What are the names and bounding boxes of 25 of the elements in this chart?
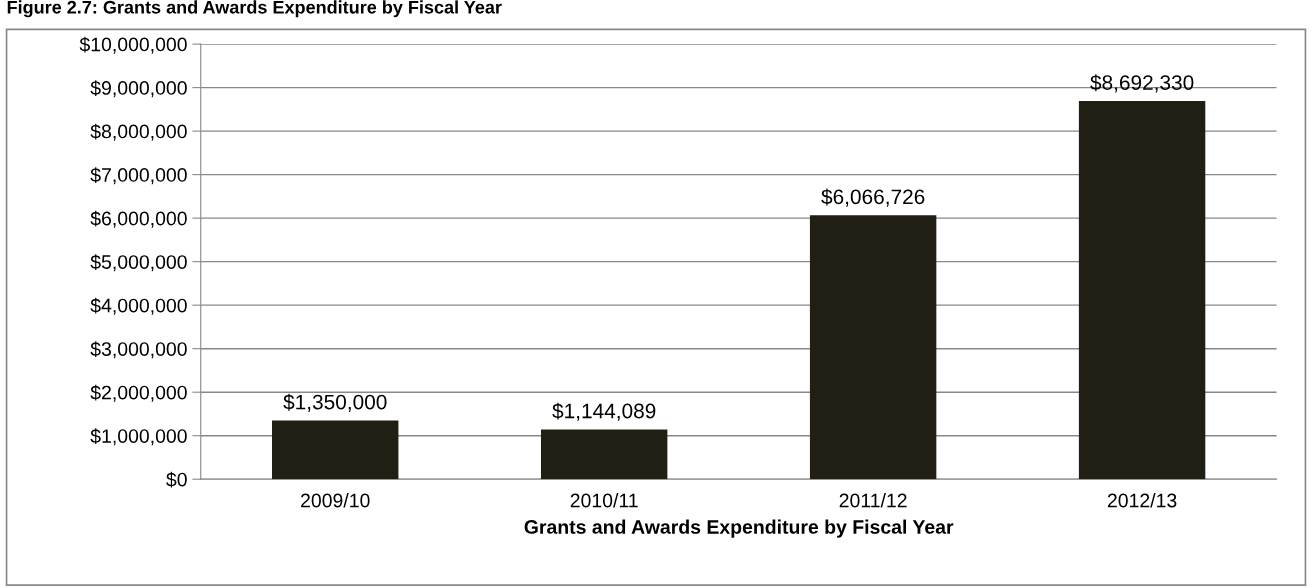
- bar: [540, 429, 668, 480]
- y-tick-label: $1,000,000: [90, 428, 187, 446]
- y-tick-label: $4,000,000: [90, 297, 187, 315]
- x-tick-label: 2012/13: [1107, 493, 1177, 508]
- chart-title: Figure 2.7: Grants and Awards Expenditure by Fiscal Year: [7, 0, 502, 18]
- data-label: $8,692,330: [1090, 74, 1194, 93]
- x-tick-label: 2010/11: [570, 493, 638, 508]
- x-axis-title: Grants and Awards Expenditure by Fiscal Year: [524, 519, 954, 538]
- data-label: $1,144,089: [552, 402, 656, 421]
- data-label: $1,350,000: [283, 393, 387, 412]
- y-tick-label: $10,000,000: [79, 36, 187, 54]
- y-tick-label: $2,000,000: [90, 384, 187, 402]
- bar: [272, 420, 399, 480]
- y-tick-label: $6,000,000: [90, 210, 187, 228]
- bar: [1078, 101, 1206, 480]
- bar: [809, 215, 937, 480]
- y-tick-label: $0: [166, 471, 187, 488]
- y-tick-label: $3,000,000: [90, 341, 187, 359]
- y-tick-label: $8,000,000: [90, 123, 187, 141]
- x-tick-label: 2011/12: [839, 493, 907, 508]
- y-tick-label: $5,000,000: [90, 254, 187, 272]
- y-tick-label: $7,000,000: [90, 167, 187, 185]
- x-tick-label: 2009/10: [301, 493, 370, 508]
- y-tick-label: $9,000,000: [90, 80, 187, 98]
- data-label: $6,066,726: [821, 188, 925, 207]
